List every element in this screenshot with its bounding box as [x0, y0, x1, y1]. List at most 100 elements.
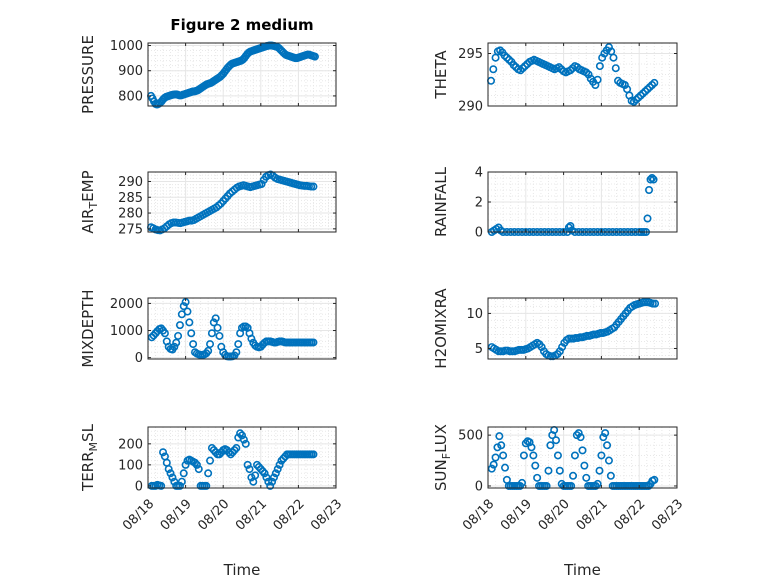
data-point [646, 175, 655, 184]
data-point [160, 329, 169, 338]
data-point [258, 467, 267, 476]
data-point [230, 446, 239, 455]
y-axis-label: PRESSURE [79, 35, 97, 114]
data-point [569, 471, 578, 480]
data-point [533, 473, 542, 482]
data-point [192, 460, 201, 469]
data-point [179, 302, 188, 311]
data-point [606, 471, 615, 480]
data-point [531, 461, 540, 470]
y-tick-label: 0 [475, 479, 483, 494]
data-point [491, 453, 500, 462]
data-point [570, 451, 579, 460]
data-point [501, 463, 510, 472]
data-point [194, 465, 203, 474]
data-point [232, 348, 241, 357]
data-point [264, 477, 273, 486]
series-points [147, 298, 318, 361]
data-point [189, 340, 198, 349]
data-point [497, 441, 506, 450]
data-point [166, 469, 175, 478]
data-point [645, 186, 654, 195]
y-axis-label: AIRTEMP [79, 170, 100, 233]
data-point [204, 469, 213, 478]
y-axis-label: H2OMIXRA [432, 288, 450, 369]
y-tick-label: 500 [458, 429, 483, 444]
series-points [147, 41, 319, 109]
y-tick-label: 10 [466, 307, 483, 322]
data-point [239, 435, 248, 444]
y-tick-label: 1000 [110, 39, 143, 54]
data-point [232, 444, 241, 453]
y-tick-label: 800 [118, 89, 143, 104]
data-point [591, 481, 600, 490]
y-tick-label: 0 [135, 479, 143, 494]
data-point [213, 323, 222, 332]
data-point [519, 451, 528, 460]
data-point [489, 460, 498, 469]
data-point [580, 461, 589, 470]
data-point [245, 465, 254, 474]
data-point [527, 443, 536, 452]
y-axis-label: THETA [432, 50, 450, 100]
data-point [578, 446, 587, 455]
series-points [487, 298, 660, 361]
data-point [251, 471, 260, 480]
data-point [567, 481, 576, 490]
data-point [595, 62, 604, 71]
data-point [247, 334, 256, 343]
subplot-5: 0 1000 2000 MIXDEPTH [79, 289, 337, 368]
data-point [542, 481, 551, 490]
data-point [241, 439, 250, 448]
data-point [168, 473, 177, 482]
data-point [271, 469, 280, 478]
data-point [309, 450, 318, 459]
axes-box [487, 42, 678, 107]
axes-box [147, 171, 337, 233]
y-tick-label: 5 [475, 342, 483, 357]
data-point [174, 331, 183, 340]
axes-box [147, 426, 337, 489]
data-point [644, 481, 653, 490]
y-tick-label: 2 [475, 196, 483, 211]
data-point [566, 222, 575, 231]
data-point [209, 318, 218, 327]
data-point [275, 460, 284, 469]
data-point [206, 340, 215, 349]
subplot-1: 800 900 1000 PRESSURE Figure 2 medium [79, 16, 337, 114]
data-point [309, 182, 318, 191]
data-point [576, 433, 585, 442]
data-point [236, 429, 245, 438]
data-point [181, 460, 190, 469]
data-point [649, 175, 658, 184]
data-point [260, 469, 269, 478]
data-point [309, 338, 318, 347]
data-point [202, 481, 211, 490]
data-point [262, 473, 271, 482]
series-points [487, 426, 659, 490]
subplot-2: 290 295 THETA [432, 42, 678, 115]
data-point [593, 75, 602, 84]
data-point [555, 466, 564, 475]
y-tick-label: 295 [458, 47, 483, 62]
axes-box [147, 42, 337, 107]
data-point [609, 53, 618, 62]
data-point [175, 321, 184, 330]
data-point [650, 475, 659, 484]
data-point [529, 451, 538, 460]
data-point [257, 180, 266, 189]
y-tick-label: 0 [135, 351, 143, 366]
y-tick-label: 4 [475, 166, 483, 181]
y-tick-label: 285 [118, 191, 143, 206]
data-point [175, 481, 184, 490]
data-point [489, 65, 498, 74]
data-point [544, 466, 553, 475]
data-point [243, 460, 252, 469]
series-points [487, 43, 659, 106]
data-point [582, 473, 591, 482]
data-point [499, 451, 508, 460]
data-point [269, 473, 278, 482]
